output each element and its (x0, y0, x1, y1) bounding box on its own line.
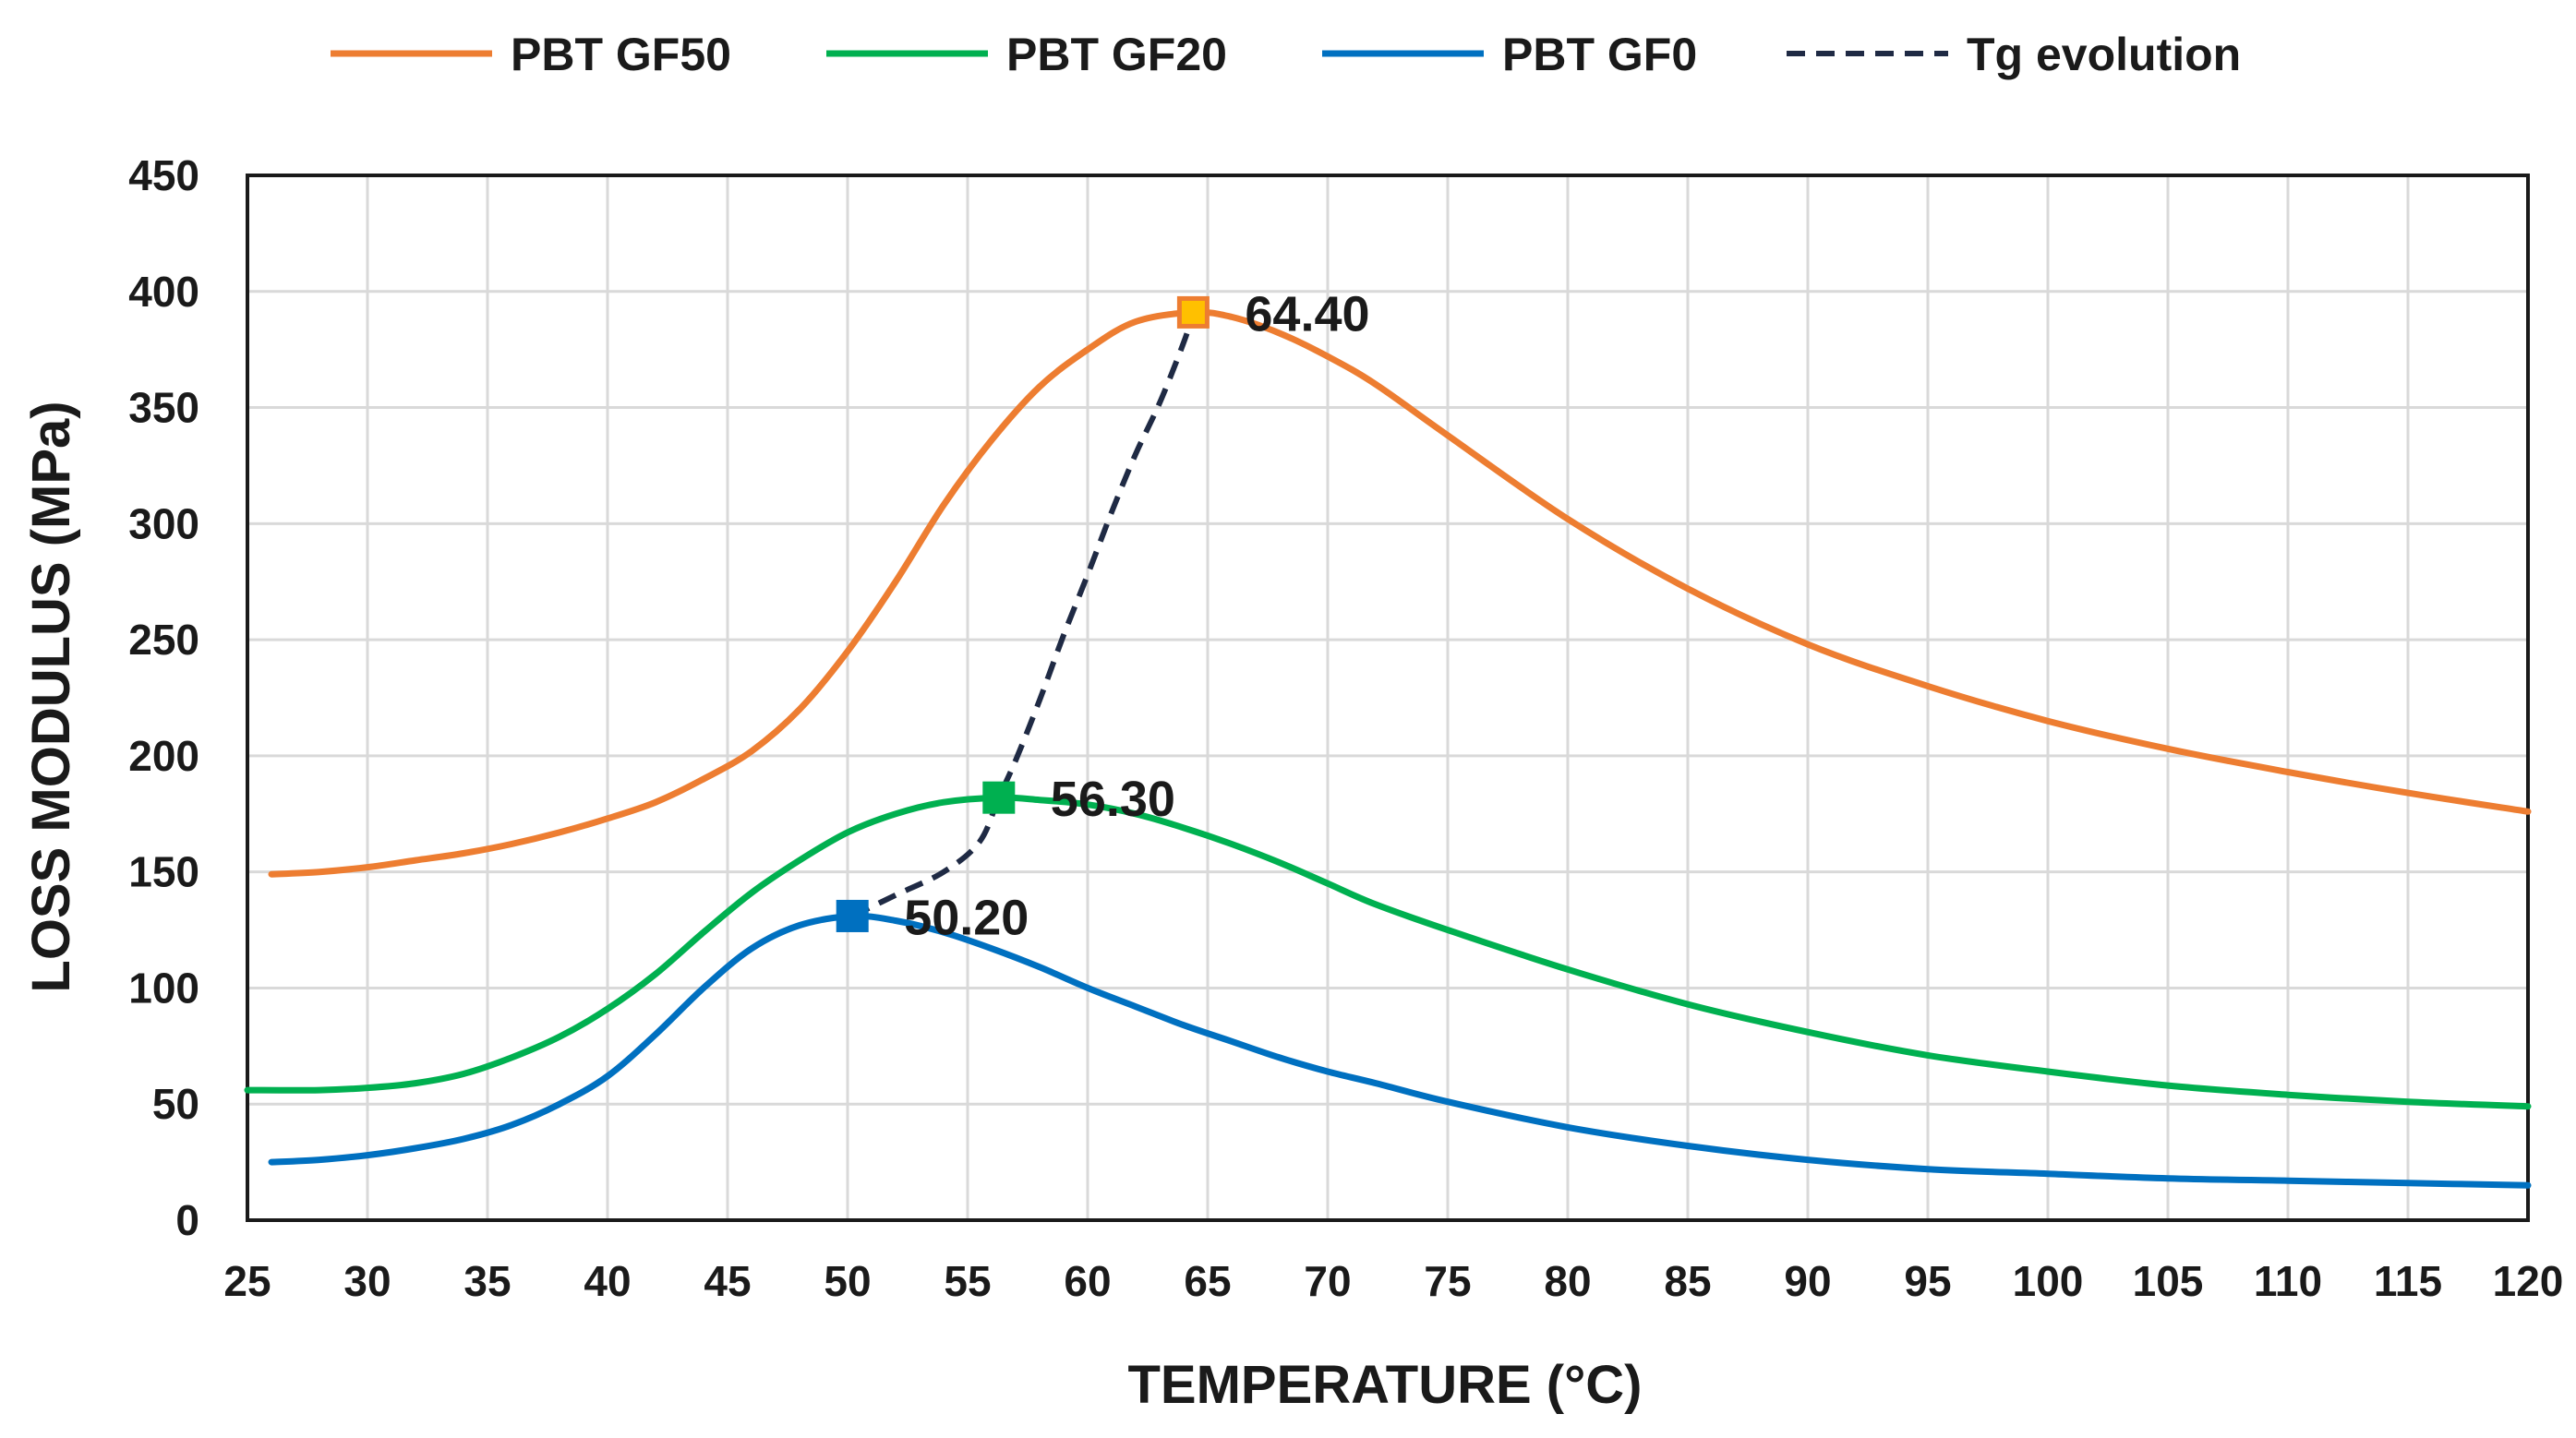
grid (246, 174, 2530, 1222)
x-tick-115: 115 (2374, 1257, 2442, 1305)
x-tick-65: 65 (1184, 1257, 1231, 1305)
x-tick-85: 85 (1664, 1257, 1711, 1305)
x-tick-100: 100 (2013, 1257, 2084, 1305)
tg-marker-pbt-gf20 (982, 781, 1016, 814)
tg-label-pbt-gf0: 50.20 (904, 890, 1029, 945)
y-tick-400: 400 (128, 268, 199, 316)
x-axis-title: TEMPERATURE (°C) (1128, 1355, 1643, 1415)
legend-label-tg-evolution: Tg evolution (1967, 29, 2241, 80)
x-tick-labels: 25 30 35 40 45 50 55 60 65 70 75 80 85 90 95 100 105 110 1… (223, 1257, 2563, 1305)
x-tick-110: 110 (2254, 1257, 2322, 1305)
tg-marker-pbt-gf0 (836, 899, 869, 932)
series-line-pbt-gf20 (244, 794, 2532, 1110)
x-tick-105: 105 (2133, 1257, 2204, 1305)
y-tick-250: 250 (128, 616, 199, 664)
x-tick-45: 45 (704, 1257, 751, 1305)
x-tick-55: 55 (944, 1257, 991, 1305)
y-tick-450: 450 (128, 151, 199, 199)
y-tick-150: 150 (128, 848, 199, 896)
y-tick-350: 350 (128, 384, 199, 432)
y-tick-300: 300 (128, 499, 199, 547)
legend-label-pbt-gf0: PBT GF0 (1502, 29, 1697, 80)
x-tick-40: 40 (584, 1257, 631, 1305)
x-tick-35: 35 (463, 1257, 511, 1305)
x-tick-25: 25 (223, 1257, 271, 1305)
x-tick-30: 30 (343, 1257, 391, 1305)
series-line-pbt-gf50 (268, 308, 2532, 878)
x-tick-70: 70 (1304, 1257, 1351, 1305)
tg-label-pbt-gf20: 56.30 (1051, 772, 1175, 827)
legend-label-pbt-gf20: PBT GF20 (1006, 29, 1227, 80)
x-tick-50: 50 (824, 1257, 871, 1305)
tg-markers: 64.40 56.30 50.20 (836, 286, 1370, 945)
plot-frame (246, 174, 2530, 1222)
y-tick-labels: 0 50 100 150 200 250 300 350 400 450 (128, 151, 199, 1244)
tg-label-pbt-gf50: 64.40 (1245, 286, 1369, 342)
legend: PBT GF50 PBT GF20 PBT GF0 Tg evolution (331, 29, 2241, 80)
y-tick-50: 50 (152, 1080, 199, 1128)
x-tick-120: 120 (2493, 1257, 2564, 1305)
x-tick-75: 75 (1424, 1257, 1471, 1305)
series-line-pbt-gf0 (268, 912, 2532, 1189)
legend-label-pbt-gf50: PBT GF50 (511, 29, 731, 80)
x-tick-80: 80 (1544, 1257, 1591, 1305)
x-tick-60: 60 (1064, 1257, 1111, 1305)
y-tick-0: 0 (175, 1196, 199, 1244)
y-tick-200: 200 (128, 732, 199, 780)
y-tick-100: 100 (128, 964, 199, 1012)
x-tick-90: 90 (1784, 1257, 1831, 1305)
tg-marker-pbt-gf50 (1176, 295, 1210, 329)
y-axis-title: LOSS MODULUS (MPa) (21, 401, 81, 992)
series-lines (244, 308, 2532, 1189)
x-tick-95: 95 (1904, 1257, 1951, 1305)
